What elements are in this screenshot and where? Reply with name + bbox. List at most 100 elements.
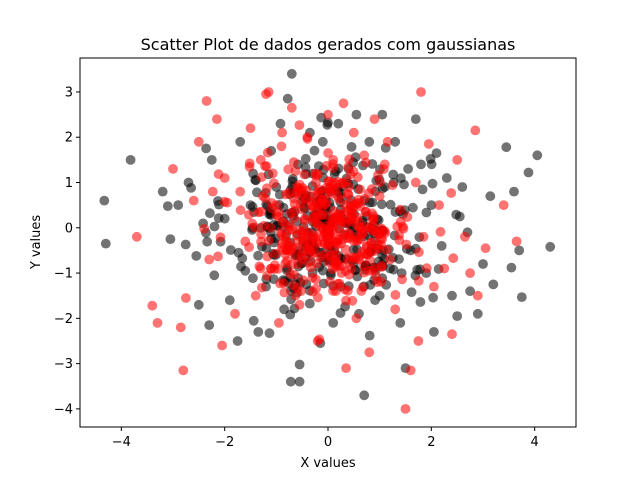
data-point bbox=[355, 201, 366, 212]
data-point bbox=[317, 136, 328, 147]
data-point bbox=[429, 327, 439, 337]
data-point bbox=[280, 189, 291, 200]
data-point bbox=[277, 127, 287, 138]
data-point bbox=[294, 120, 305, 130]
y-tick-label: 1 bbox=[65, 176, 73, 191]
data-point bbox=[244, 161, 255, 172]
data-point bbox=[209, 270, 220, 281]
y-tick-label: −4 bbox=[54, 402, 73, 417]
data-point bbox=[206, 155, 217, 165]
data-point bbox=[209, 221, 220, 232]
data-point bbox=[269, 264, 280, 274]
data-point bbox=[236, 261, 246, 272]
data-point bbox=[152, 318, 163, 328]
data-point bbox=[356, 247, 367, 257]
x-tick-label: −4 bbox=[112, 435, 131, 450]
data-point bbox=[371, 271, 381, 281]
data-point bbox=[248, 273, 258, 284]
data-point bbox=[289, 213, 300, 224]
data-point bbox=[287, 242, 297, 253]
data-point bbox=[414, 247, 424, 258]
data-point bbox=[247, 218, 258, 229]
data-point bbox=[212, 114, 222, 124]
data-point bbox=[289, 205, 300, 216]
data-point bbox=[351, 109, 362, 120]
data-point bbox=[426, 200, 437, 211]
data-point bbox=[385, 199, 396, 210]
y-tick-label: −3 bbox=[54, 357, 73, 372]
data-point bbox=[434, 200, 444, 211]
data-point bbox=[288, 157, 299, 168]
data-point bbox=[310, 274, 321, 285]
data-point bbox=[175, 322, 186, 333]
y-axis: −4 −3 −2 −1 0 1 2 3 bbox=[54, 85, 80, 417]
data-point bbox=[165, 234, 176, 245]
data-point bbox=[201, 96, 212, 106]
data-point bbox=[330, 256, 341, 267]
data-point bbox=[318, 231, 329, 242]
data-point bbox=[341, 176, 352, 187]
data-point bbox=[488, 279, 499, 290]
points-layer bbox=[99, 68, 556, 414]
data-point bbox=[324, 276, 335, 287]
data-point bbox=[410, 114, 421, 124]
data-point bbox=[388, 264, 399, 275]
data-point bbox=[256, 206, 266, 217]
data-point bbox=[265, 223, 276, 233]
data-point bbox=[207, 186, 218, 197]
data-point bbox=[213, 213, 224, 224]
data-point bbox=[266, 203, 277, 214]
data-point bbox=[356, 286, 367, 296]
data-point bbox=[162, 201, 173, 212]
data-point bbox=[342, 253, 353, 264]
data-point bbox=[285, 268, 295, 279]
data-point bbox=[452, 311, 463, 321]
data-point bbox=[283, 164, 294, 175]
data-point bbox=[361, 157, 371, 168]
y-tick-label: 3 bbox=[65, 85, 73, 100]
data-point bbox=[204, 320, 215, 330]
data-point bbox=[388, 169, 399, 180]
data-point bbox=[340, 244, 351, 255]
data-point bbox=[250, 290, 261, 301]
data-point bbox=[288, 280, 299, 291]
data-point bbox=[415, 297, 426, 307]
data-point bbox=[348, 166, 359, 177]
data-point bbox=[417, 184, 428, 195]
data-point bbox=[307, 191, 318, 202]
data-point bbox=[397, 274, 407, 285]
data-point bbox=[400, 404, 411, 414]
y-tick-label: −2 bbox=[54, 312, 73, 327]
data-point bbox=[191, 251, 202, 261]
data-point bbox=[307, 286, 318, 297]
data-point bbox=[204, 254, 215, 265]
data-point bbox=[217, 340, 228, 351]
data-point bbox=[405, 365, 416, 376]
data-point bbox=[263, 235, 274, 246]
data-point bbox=[274, 318, 284, 328]
data-point bbox=[294, 376, 305, 387]
data-point bbox=[478, 259, 488, 269]
data-point bbox=[413, 276, 424, 286]
x-axis: −4 −2 0 2 4 bbox=[112, 427, 539, 450]
data-point bbox=[201, 143, 212, 154]
data-point bbox=[332, 213, 342, 224]
data-point bbox=[382, 245, 392, 255]
data-point bbox=[235, 186, 246, 197]
data-point bbox=[351, 313, 362, 324]
data-point bbox=[346, 142, 357, 152]
data-point bbox=[282, 93, 293, 104]
data-point bbox=[256, 282, 267, 293]
data-point bbox=[390, 136, 401, 147]
data-point bbox=[364, 347, 375, 358]
data-point bbox=[328, 163, 338, 173]
data-point bbox=[402, 212, 413, 222]
data-point bbox=[248, 315, 259, 326]
data-point bbox=[465, 268, 475, 278]
x-tick-label: −2 bbox=[215, 435, 234, 450]
data-point bbox=[338, 229, 348, 239]
x-tick-label: 2 bbox=[427, 435, 435, 450]
data-point bbox=[193, 136, 204, 147]
data-point bbox=[390, 304, 401, 315]
data-point bbox=[306, 200, 317, 211]
